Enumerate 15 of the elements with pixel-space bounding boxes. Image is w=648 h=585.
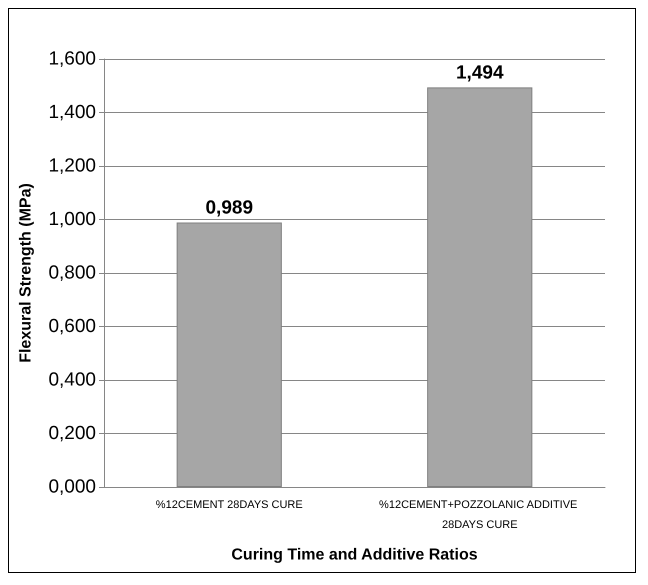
x-tick-label: %12CEMENT+POZZOLANIC ADDITIVE 28DAYS CURE <box>379 499 580 531</box>
y-axis-title: Flexural Strength (MPa) <box>18 183 34 363</box>
y-tick-label: 1,400 <box>48 102 96 123</box>
y-tick-label: 1,200 <box>48 156 96 176</box>
y-tick-label: 0,200 <box>48 423 96 444</box>
data-label: 0,989 <box>205 197 254 218</box>
data-label: 1,494 <box>456 62 504 84</box>
y-tick-label: 0,400 <box>48 370 96 390</box>
y-tick-label: 0,600 <box>48 316 96 337</box>
y-tick-label: 0,800 <box>48 262 96 284</box>
y-tick-label: 1,000 <box>48 209 96 230</box>
y-tick-label: 1,600 <box>48 48 96 70</box>
x-axis-title: Curing Time and Additive Ratios <box>231 546 478 564</box>
x-tick-label: %12CEMENT 28DAYS CURE <box>156 499 303 511</box>
y-tick-label: 0,000 <box>48 476 96 498</box>
